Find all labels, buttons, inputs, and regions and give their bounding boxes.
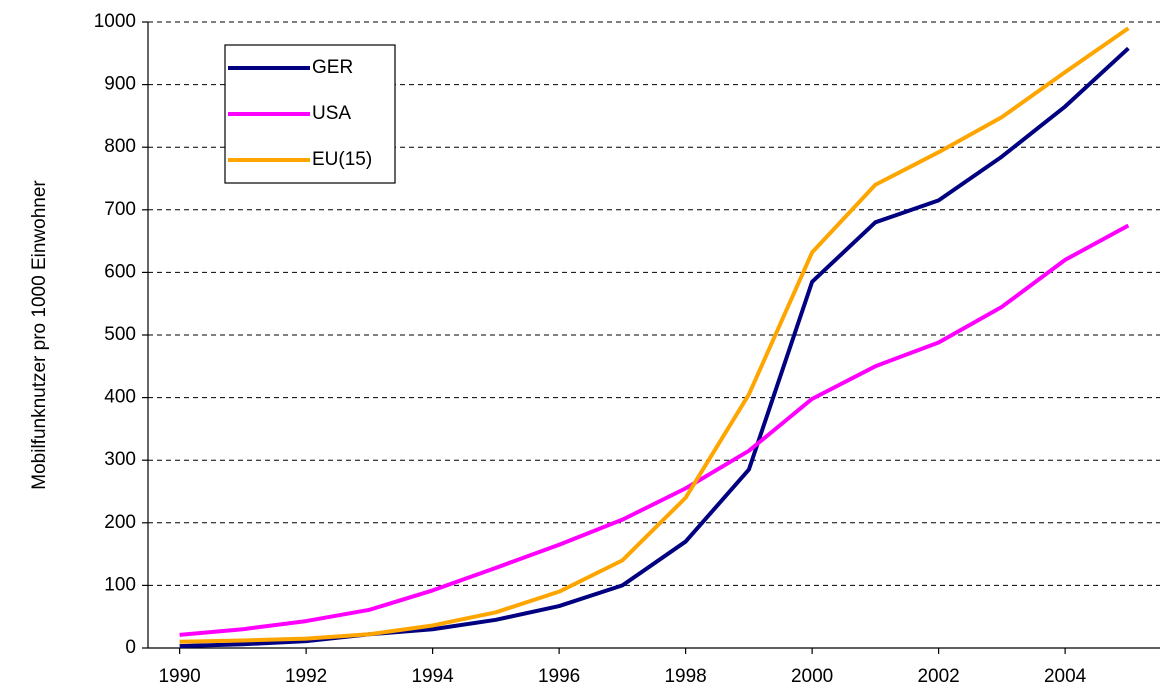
x-tick-label: 1996	[538, 666, 580, 687]
y-tick-label: 100	[104, 574, 136, 595]
x-tick-label: 2000	[791, 666, 833, 687]
series-line	[179, 26, 1130, 644]
y-tick-label: 800	[104, 136, 136, 157]
legend-label: GER	[312, 57, 353, 78]
y-axis-label: Mobilfunknutzer pro 1000 Einwohner	[29, 180, 50, 490]
x-tick-label: 1998	[664, 666, 706, 687]
y-tick-label: 600	[104, 261, 136, 282]
x-tick-label: 1990	[158, 666, 200, 687]
legend-label: EU(15)	[312, 149, 372, 170]
y-tick-label: 200	[104, 512, 136, 533]
y-tick-label: 500	[104, 324, 136, 345]
x-tick-label: 2004	[1044, 666, 1087, 687]
y-tick-label: 900	[104, 74, 136, 95]
legend-label: USA	[312, 103, 351, 124]
series-line	[179, 223, 1130, 637]
y-tick-label: 300	[104, 449, 136, 470]
y-tick-label: 700	[104, 199, 136, 220]
x-tick-label: 1992	[285, 666, 327, 687]
y-tick-label: 1000	[94, 11, 136, 32]
y-tick-label: 0	[125, 637, 136, 658]
y-tick-label: 400	[104, 387, 136, 408]
x-tick-label: 2002	[917, 666, 959, 687]
x-tick-label: 1994	[411, 666, 454, 687]
